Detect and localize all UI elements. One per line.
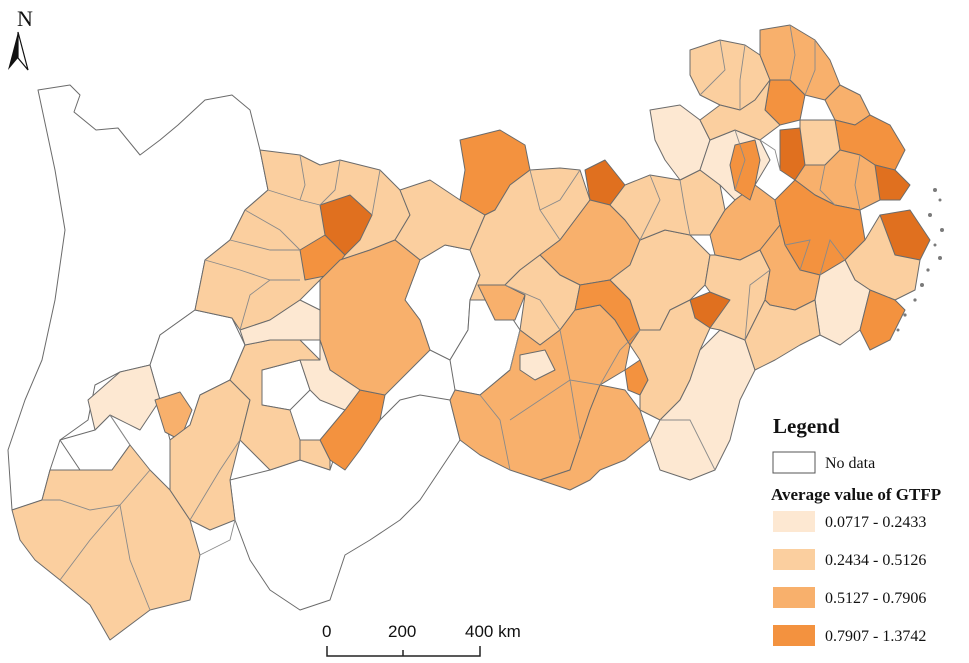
north-arrow-icon [8, 32, 18, 70]
scale-bar: 0 200 400 km [322, 622, 521, 657]
coastal-islands [896, 188, 944, 332]
north-arrow-label: N [17, 6, 33, 31]
boundary-lines [42, 24, 861, 611]
legend-label-no-data: No data [825, 455, 875, 472]
north-arrow: N [8, 6, 33, 71]
legend: Legend No data Average value of GTFP 0.0… [771, 414, 941, 646]
legend-swatch-3 [773, 587, 815, 608]
scale-tick-200: 200 [388, 622, 416, 641]
legend-label-3: 0.5127 - 0.7906 [825, 590, 926, 607]
legend-swatch-no-data [772, 451, 816, 474]
legend-label-2: 0.2434 - 0.5126 [825, 552, 926, 569]
legend-label-4: 0.7907 - 1.3742 [825, 628, 926, 645]
scale-tick-400: 400 km [465, 622, 521, 641]
scale-bar-line [326, 646, 481, 657]
legend-swatch-1 [773, 511, 815, 532]
legend-label-1: 0.0717 - 0.2433 [825, 514, 926, 531]
legend-swatch-2 [773, 549, 815, 570]
legend-swatch-4 [773, 625, 815, 646]
legend-subtitle: Average value of GTFP [771, 485, 941, 504]
legend-title: Legend [773, 414, 840, 438]
legend-classes: 0.0717 - 0.2433 0.2434 - 0.5126 0.5127 - 0… [773, 511, 926, 646]
scale-tick-0: 0 [322, 622, 331, 641]
